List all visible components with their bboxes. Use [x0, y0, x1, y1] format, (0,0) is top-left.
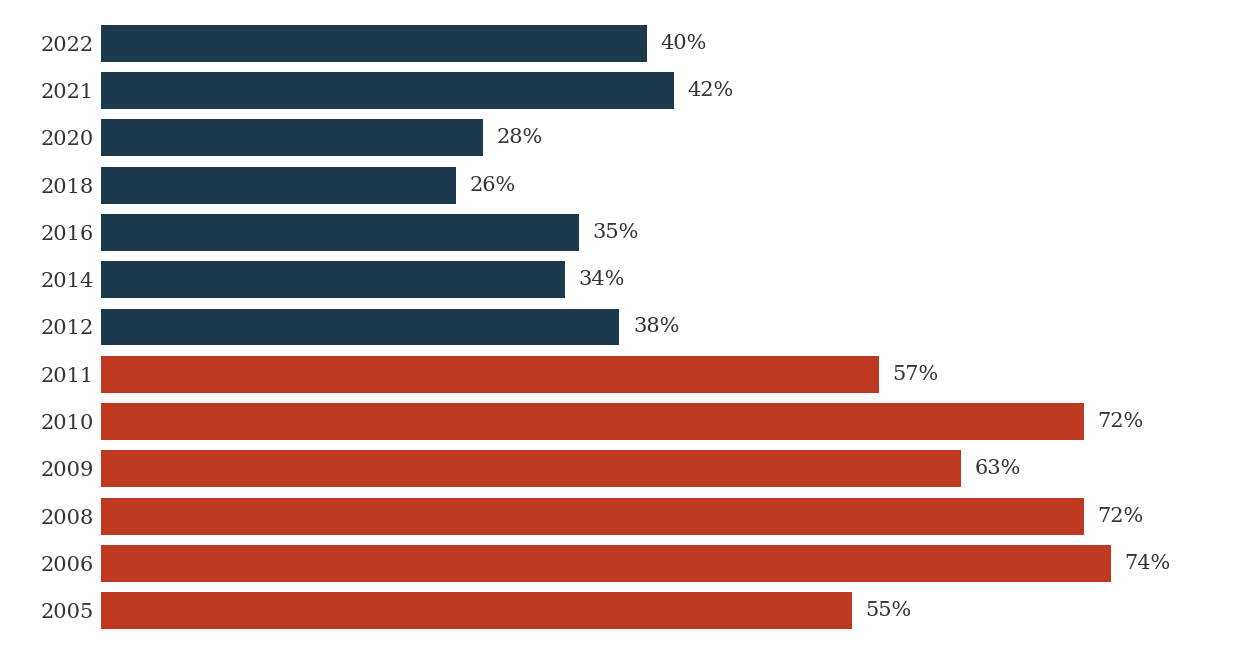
Bar: [101, 309, 619, 345]
Bar: [101, 72, 674, 109]
Bar: [101, 167, 455, 203]
Bar: [101, 593, 852, 629]
Bar: [101, 261, 565, 298]
Text: 34%: 34%: [579, 270, 625, 289]
Text: 74%: 74%: [1125, 554, 1171, 573]
Text: 38%: 38%: [633, 317, 679, 337]
Bar: [101, 120, 483, 156]
Text: 72%: 72%: [1097, 507, 1144, 526]
Bar: [101, 25, 647, 61]
Bar: [101, 356, 879, 393]
Bar: [101, 214, 579, 251]
Bar: [101, 403, 1083, 440]
Text: 28%: 28%: [497, 128, 543, 147]
Text: 72%: 72%: [1097, 412, 1144, 431]
Text: 63%: 63%: [975, 459, 1020, 478]
Text: 35%: 35%: [593, 223, 639, 242]
Text: 26%: 26%: [469, 176, 516, 195]
Bar: [101, 498, 1083, 534]
Bar: [101, 451, 961, 487]
Text: 40%: 40%: [660, 34, 707, 53]
Text: 42%: 42%: [688, 81, 733, 100]
Bar: [101, 545, 1111, 582]
Text: 57%: 57%: [893, 365, 938, 384]
Text: 55%: 55%: [866, 601, 912, 620]
